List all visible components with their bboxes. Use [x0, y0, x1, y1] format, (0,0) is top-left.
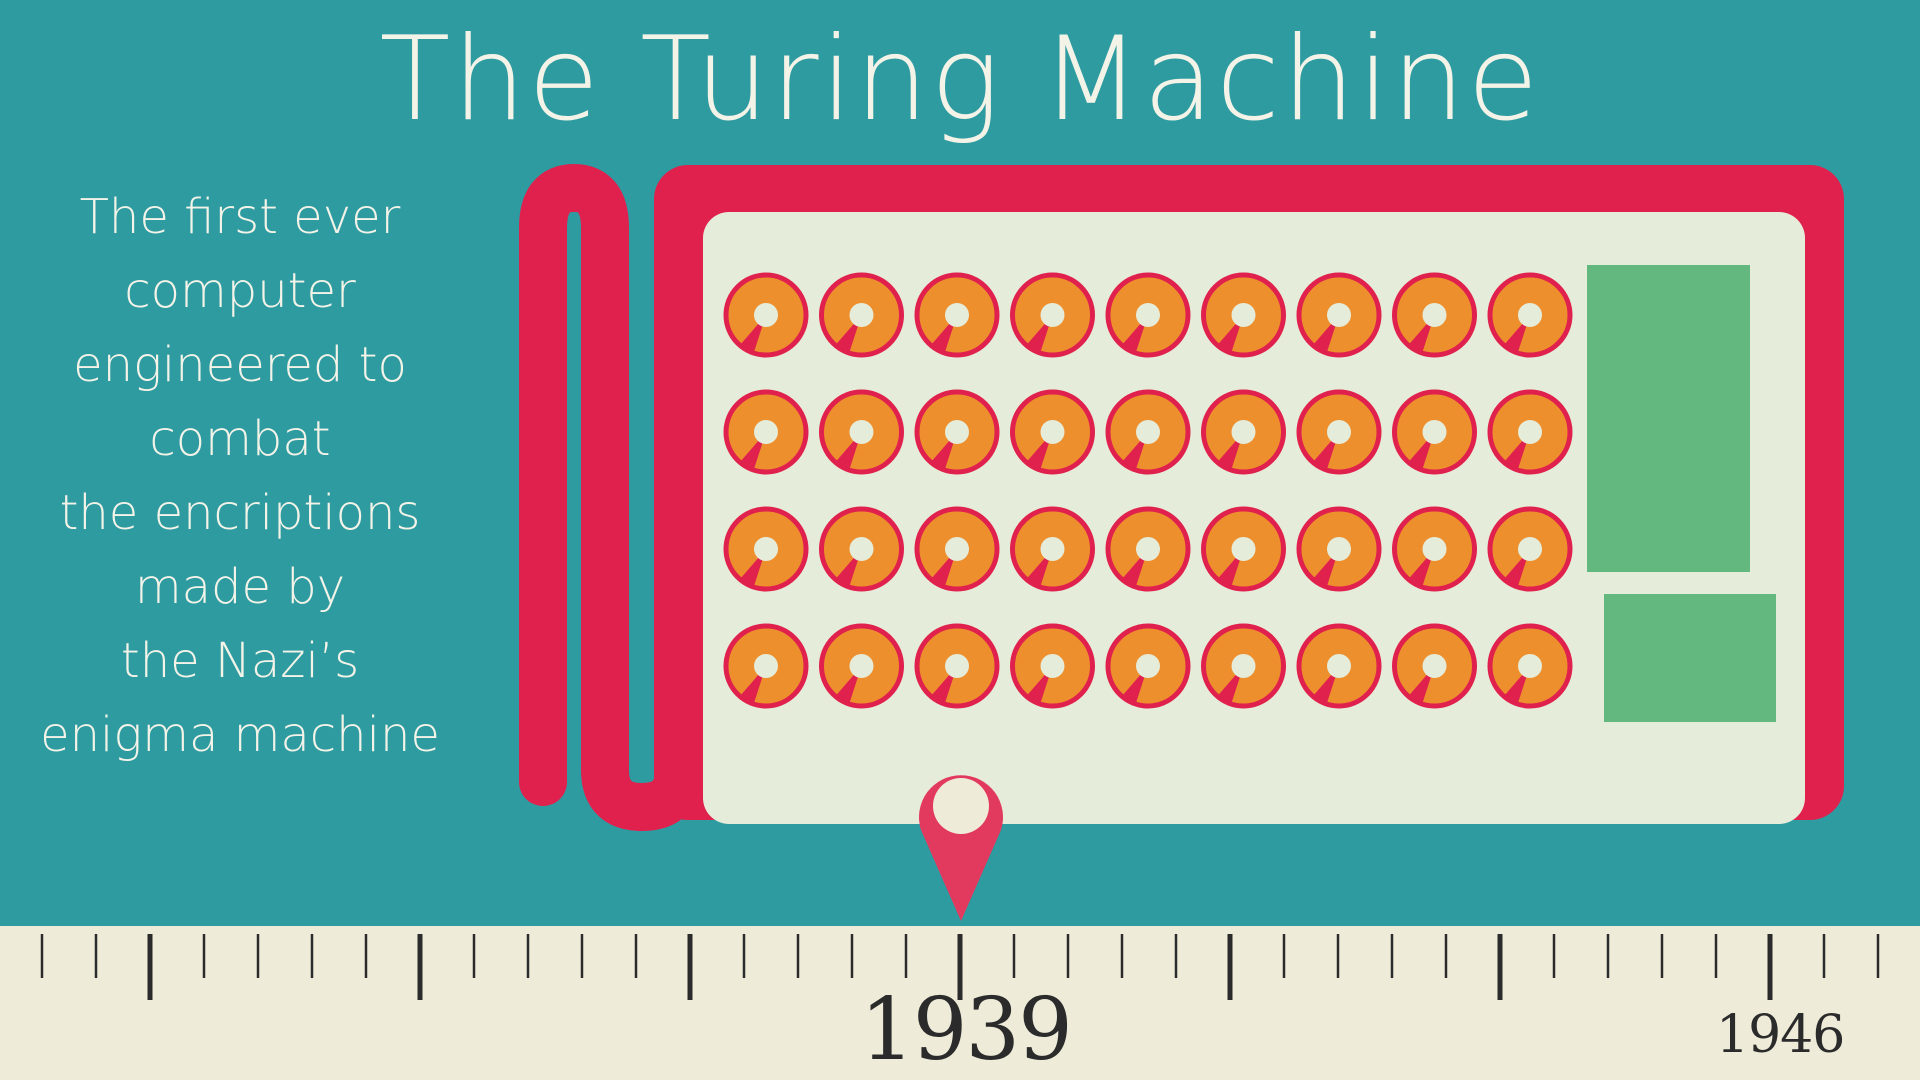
rotor-icon: [1105, 389, 1191, 475]
rotor-icon: [914, 506, 1000, 592]
rotor-icon: [1487, 506, 1573, 592]
rotor-icon: [1296, 389, 1382, 475]
description-line: The first ever: [79, 189, 401, 245]
rotor-icon: [1392, 623, 1477, 709]
rotor-icon: [819, 506, 904, 592]
timeline-year-end: 1946: [1716, 1005, 1845, 1065]
description-text: The first ever computer engineered to co…: [30, 180, 450, 772]
timeline-ticks: [40, 934, 1880, 1000]
rotor-icon: [723, 272, 809, 358]
description-line: the Nazi’s: [120, 633, 360, 689]
rotor-icon: [914, 272, 1000, 358]
page-title: The Turing Machine: [379, 12, 1541, 147]
control-panel-large: [1587, 265, 1750, 572]
rotor-icon: [723, 389, 809, 475]
rotor-grid: [723, 272, 1573, 709]
rotor-icon: [1201, 389, 1286, 475]
rotor-icon: [1105, 506, 1191, 592]
description-line: enigma machine: [40, 707, 440, 763]
rotor-icon: [1296, 506, 1382, 592]
rotor-icon: [1201, 272, 1286, 358]
rotor-icon: [1392, 389, 1477, 475]
rotor-icon: [1487, 389, 1573, 475]
rotor-icon: [1296, 272, 1382, 358]
rotor-icon: [1010, 623, 1095, 709]
rotor-icon: [914, 389, 1000, 475]
control-panel-small: [1604, 594, 1776, 722]
rotor-icon: [1201, 506, 1286, 592]
rotor-icon: [1487, 623, 1573, 709]
description-line: computer: [124, 263, 356, 319]
rotor-icon: [1010, 506, 1095, 592]
rotor-icon: [819, 623, 904, 709]
rotor-icon: [1010, 272, 1095, 358]
rotor-icon: [1392, 272, 1477, 358]
rotor-icon: [1487, 272, 1573, 358]
timeline-year-marker: 1939: [860, 980, 1073, 1080]
rotor-icon: [1392, 506, 1477, 592]
rotor-icon: [1201, 623, 1286, 709]
rotor-icon: [723, 623, 809, 709]
description-line: combat: [149, 411, 331, 467]
rotor-icon: [819, 389, 904, 475]
description-line: the encriptions: [59, 485, 421, 541]
rotor-icon: [819, 272, 904, 358]
rotor-icon: [1296, 623, 1382, 709]
rotor-icon: [1010, 389, 1095, 475]
rotor-icon: [1105, 623, 1191, 709]
timeline-ruler: [0, 926, 1920, 1080]
rotor-icon: [723, 506, 809, 592]
rotor-icon: [914, 623, 1000, 709]
rotor-icon: [1105, 272, 1191, 358]
description-line: made by: [134, 559, 346, 615]
description-line: engineered to: [73, 337, 407, 393]
location-pin-dot: [933, 778, 989, 834]
